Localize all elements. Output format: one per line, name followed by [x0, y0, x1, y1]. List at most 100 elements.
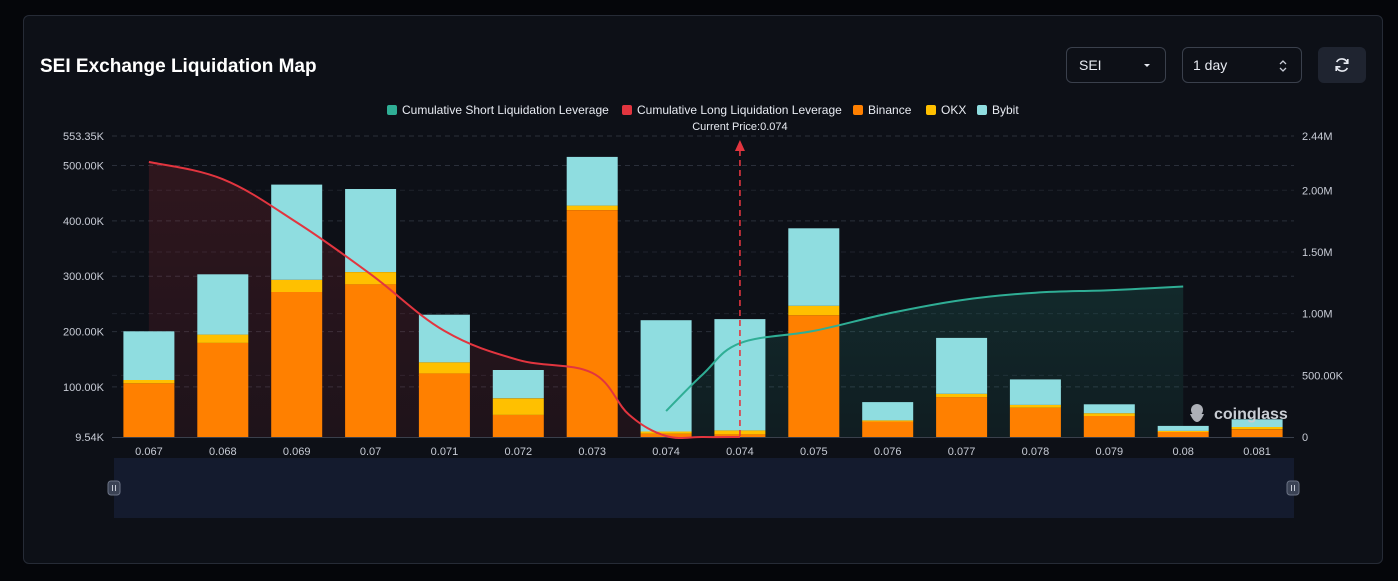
left-axis-label: 200.00K	[63, 327, 105, 339]
bar-bybit-7	[640, 320, 692, 432]
range-select-value: 1 day	[1193, 57, 1228, 73]
x-axis-label: 0.081	[1243, 446, 1271, 458]
bar-binance-13	[1083, 416, 1135, 437]
legend-label-0: Cumulative Short Liquidation Leverage	[402, 103, 609, 117]
bar-okx-10	[862, 420, 914, 422]
x-axis-label: 0.076	[874, 446, 902, 458]
bar-bybit-2	[271, 184, 323, 280]
range-select[interactable]: 1 day	[1182, 47, 1302, 83]
x-axis-label: 0.074	[726, 446, 754, 458]
bar-okx-2	[271, 279, 323, 292]
bar-binance-15	[1231, 429, 1283, 437]
bar-okx-1	[197, 334, 249, 343]
drag-handle-icon	[1286, 480, 1300, 496]
caret-down-icon	[1144, 64, 1150, 67]
x-axis-label: 0.068	[209, 446, 237, 458]
right-axis-label: 1.00M	[1302, 309, 1333, 321]
legend-swatch-1	[622, 105, 632, 115]
bar-bybit-0	[123, 331, 175, 380]
bar-binance-0	[123, 383, 175, 437]
x-axis-label: 0.074	[652, 446, 680, 458]
left-axis-label: 553.35K	[63, 131, 105, 143]
left-axis-label: 400.00K	[63, 216, 105, 228]
left-axis-label: 100.00K	[63, 382, 105, 394]
bar-bybit-4	[418, 314, 470, 363]
bar-binance-2	[271, 292, 323, 437]
bar-binance-5	[492, 414, 544, 437]
right-axis-label: 2.00M	[1302, 185, 1333, 197]
legend-label-1: Cumulative Long Liquidation Leverage	[637, 103, 842, 117]
bar-bybit-14	[1157, 425, 1209, 431]
legend-swatch-3	[926, 105, 936, 115]
bar-okx-0	[123, 380, 175, 384]
long-liquidation-line	[148, 160, 740, 440]
bar-okx-7	[640, 431, 692, 434]
x-axis-label: 0.075	[800, 446, 828, 458]
short-liquidation-line	[665, 285, 1184, 412]
bar-binance-11	[936, 397, 988, 437]
bar-binance-1	[197, 342, 249, 437]
bar-bybit-5	[492, 370, 544, 399]
chevron-updown-icon	[1279, 60, 1287, 72]
left-axis-label: 300.00K	[63, 271, 105, 283]
bar-binance-9	[788, 315, 840, 437]
watermark-text: coinglass	[1214, 406, 1288, 423]
bar-bybit-6	[566, 156, 618, 206]
right-axis-label: 0	[1302, 432, 1308, 444]
bar-bybit-11	[936, 337, 988, 394]
bar-bybit-15	[1231, 419, 1283, 427]
x-axis-label: 0.08	[1172, 446, 1193, 458]
right-axis-label: 2.44M	[1302, 131, 1333, 143]
bar-bybit-9	[788, 228, 840, 306]
legend-swatch-0	[387, 105, 397, 115]
refresh-button[interactable]	[1318, 47, 1366, 83]
legend-label-3: OKX	[941, 103, 966, 117]
legend-swatch-2	[853, 105, 863, 115]
x-axis-label: 0.078	[1022, 446, 1050, 458]
x-axis-label: 0.072	[505, 446, 533, 458]
x-axis-label: 0.073	[578, 446, 606, 458]
legend-swatch-4	[977, 105, 987, 115]
page-title: SEI Exchange Liquidation Map	[40, 56, 317, 77]
bar-okx-9	[788, 305, 840, 316]
bar-binance-6	[566, 210, 618, 437]
bar-okx-5	[492, 398, 544, 415]
left-axis-label: 500.00K	[63, 161, 105, 173]
zoom-handle-right[interactable]	[1286, 480, 1300, 496]
drag-handle-icon	[107, 480, 121, 496]
bar-bybit-10	[862, 402, 914, 421]
bar-binance-10	[862, 421, 914, 437]
bar-bybit-1	[197, 274, 249, 335]
x-axis-label: 0.07	[360, 446, 381, 458]
legend-label-4: Bybit	[992, 103, 1019, 117]
bar-okx-14	[1157, 430, 1209, 432]
zoom-handle-left[interactable]	[107, 480, 121, 496]
x-axis-label: 0.067	[135, 446, 163, 458]
x-axis-label: 0.071	[431, 446, 459, 458]
right-axis-label: 1.50M	[1302, 247, 1333, 259]
right-axis-label: 500.00K	[1302, 370, 1344, 382]
bar-okx-13	[1083, 413, 1135, 416]
bar-okx-11	[936, 393, 988, 398]
bar-okx-6	[566, 205, 618, 210]
coin-select[interactable]: SEI	[1066, 47, 1166, 83]
current-price-arrow-icon	[734, 140, 745, 151]
bar-binance-4	[418, 373, 470, 437]
x-axis-label: 0.069	[283, 446, 311, 458]
bar-okx-15	[1231, 427, 1283, 430]
logo-head-icon	[1191, 404, 1203, 416]
logo-body-icon	[1190, 414, 1204, 422]
left-axis-label: 9.54K	[75, 432, 104, 444]
bar-binance-3	[345, 284, 397, 437]
bar-bybit-12	[1009, 379, 1061, 405]
bar-bybit-3	[345, 189, 397, 272]
bar-bybit-13	[1083, 404, 1135, 414]
bar-okx-4	[418, 362, 470, 374]
zoom-slider-track	[114, 458, 1294, 518]
current-price-label: Current Price:0.074	[692, 121, 787, 133]
bar-okx-3	[345, 272, 397, 285]
coinglass-logo-icon	[1190, 404, 1204, 422]
x-axis-label: 0.079	[1096, 446, 1124, 458]
legend-label-2: Binance	[868, 103, 912, 117]
